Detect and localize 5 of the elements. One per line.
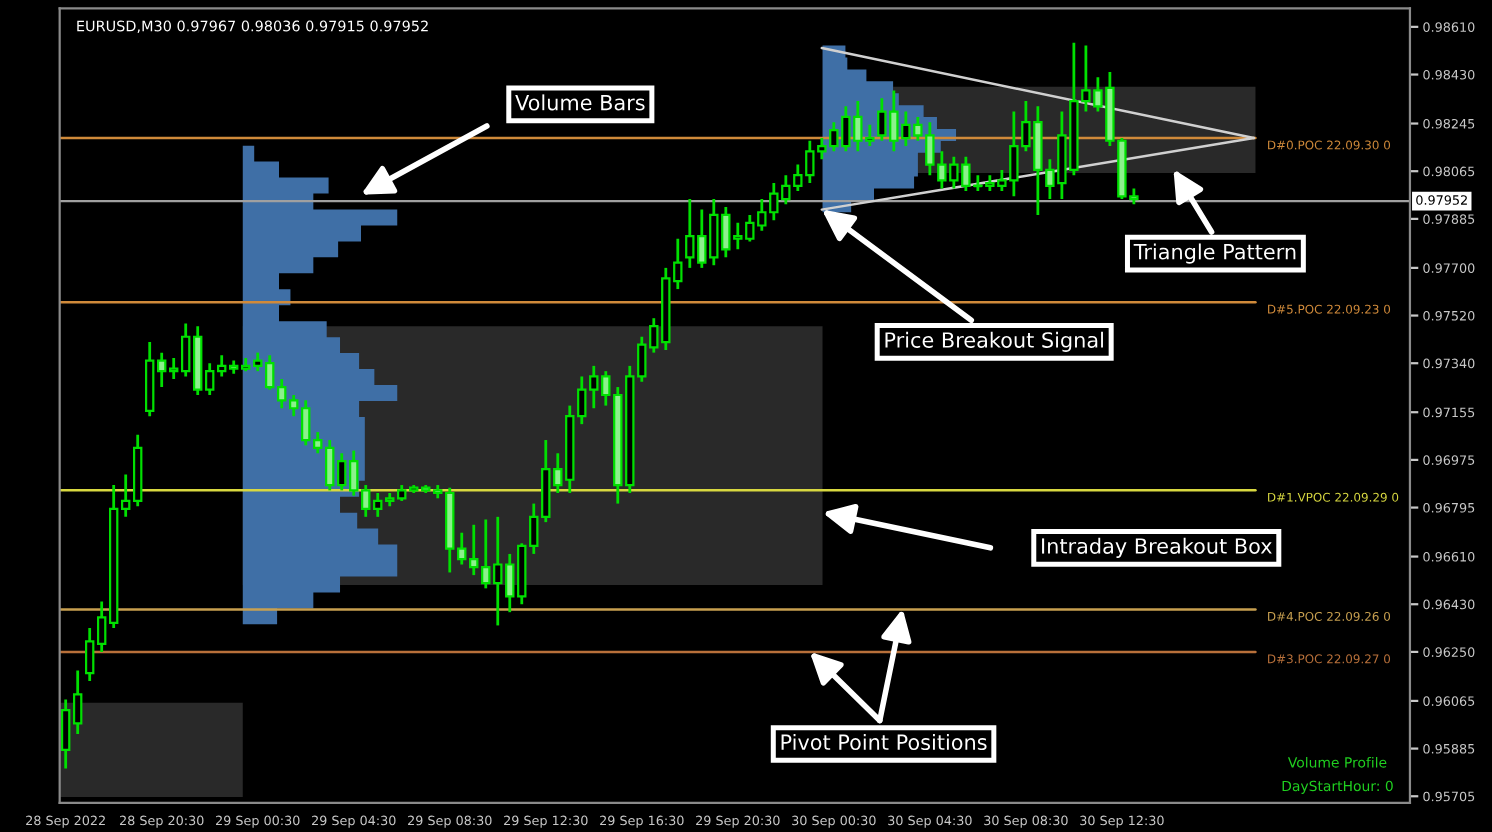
annotation: Pivot Point Positions: [781, 733, 987, 751]
annotation: Intraday Breakout Box: [1042, 537, 1272, 558]
annotation: Triangle Pattern: [1133, 243, 1296, 264]
annotation: Price Breakout Signal: [885, 331, 1103, 352]
annotation: Volume Bars: [515, 94, 645, 111]
